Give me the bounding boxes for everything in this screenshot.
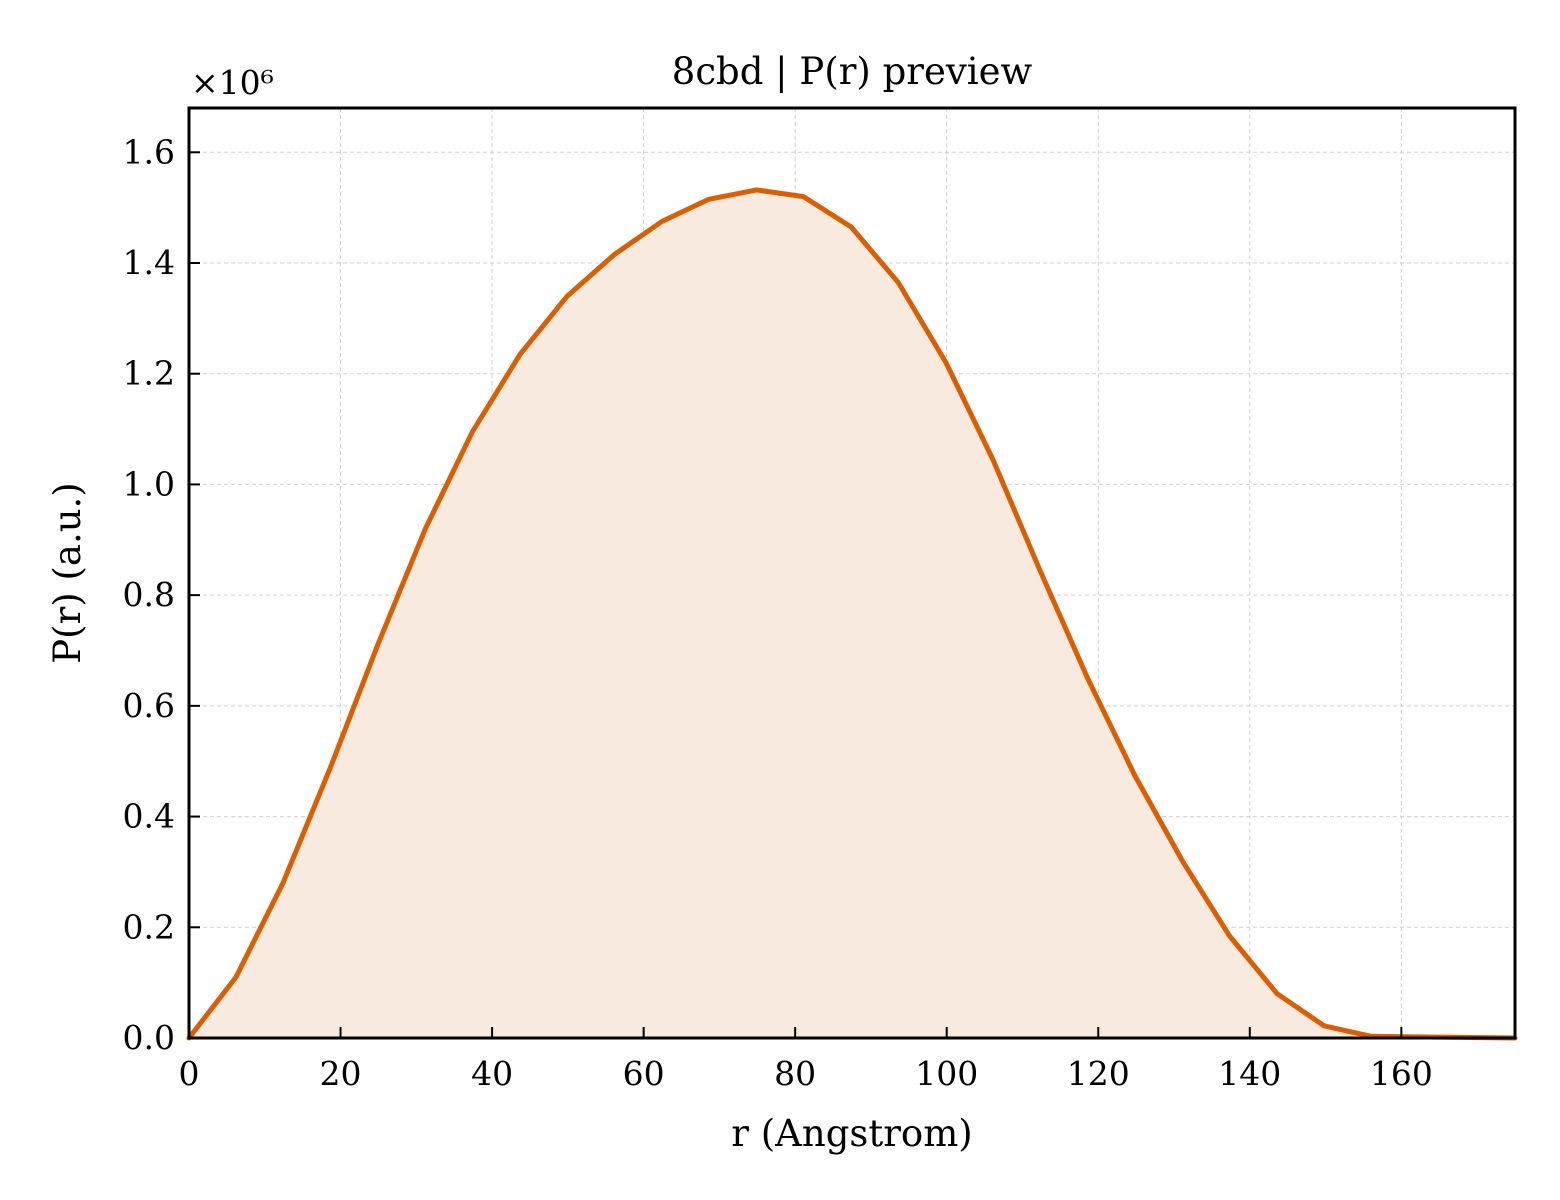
x-tick-label: 140 <box>1218 1054 1281 1093</box>
y-tick-label: 0.2 <box>123 907 175 946</box>
y-tick-label: 1.4 <box>123 243 175 282</box>
tick-labels: 0 20 40 60 80 100 120 140 160 0.0 0.2 0.4 0.6 0.8 1.0 1… <box>123 132 1433 1093</box>
tick-marks <box>188 151 1403 1039</box>
x-tick-label: 100 <box>915 1054 978 1093</box>
x-tick-label: 160 <box>1370 1054 1433 1093</box>
x-tick-label: 80 <box>774 1054 816 1093</box>
x-tick-label: 0 <box>179 1054 200 1093</box>
y-axis-label: P(r) (a.u.) <box>46 482 89 664</box>
y-tick-label: 0.0 <box>123 1018 175 1057</box>
x-tick-label: 20 <box>320 1054 362 1093</box>
y-tick-label: 0.4 <box>123 797 175 836</box>
x-tick-label: 120 <box>1067 1054 1130 1093</box>
y-tick-label: 1.6 <box>123 132 175 171</box>
y-tick-label: 0.8 <box>123 575 175 614</box>
plot-frame <box>187 106 1517 1040</box>
x-axis-label: r (Angstrom) <box>731 1112 972 1155</box>
y-tick-label: 1.0 <box>123 464 175 503</box>
y-tick-label: 1.2 <box>123 354 175 393</box>
chart-title: 8cbd | P(r) preview <box>672 50 1033 93</box>
x-tick-label: 60 <box>623 1054 665 1093</box>
series-line <box>186 187 1518 1041</box>
y-axis-multiplier: ×10⁶ <box>191 63 274 102</box>
y-tick-label: 0.6 <box>123 686 175 725</box>
series-area-fill <box>189 189 1515 1038</box>
x-tick-label: 40 <box>471 1054 513 1093</box>
series-layer <box>186 187 1518 1041</box>
